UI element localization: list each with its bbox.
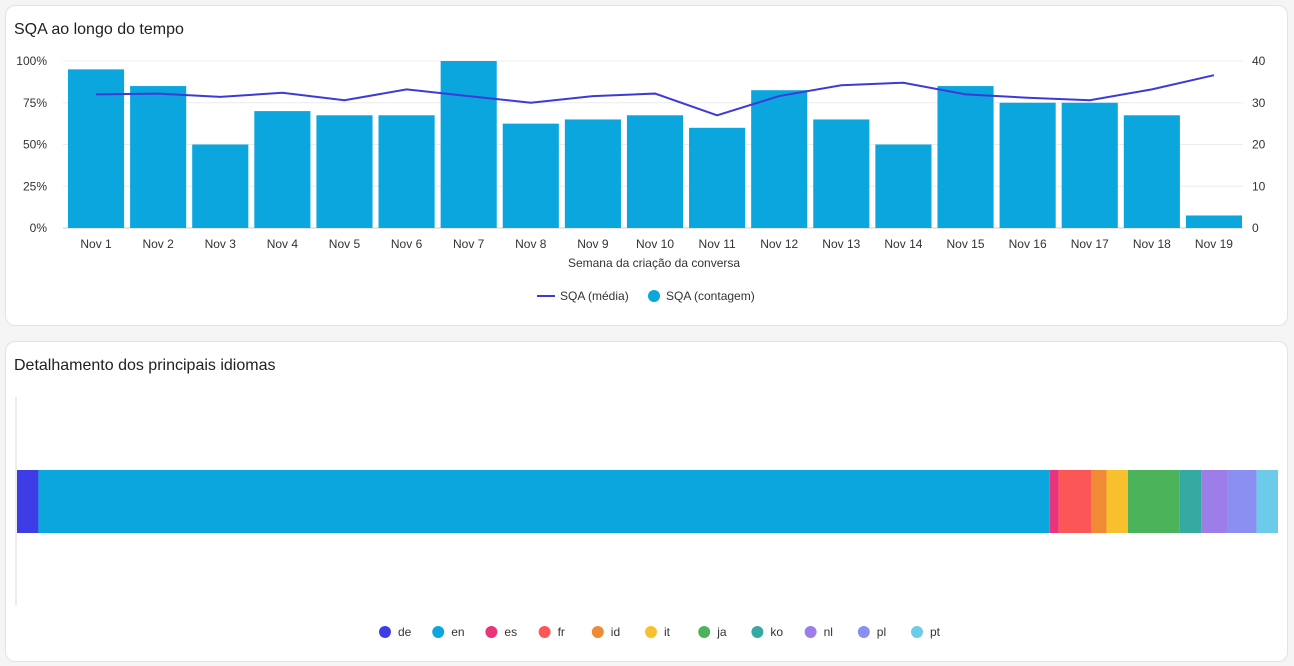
bar-nov-8[interactable] [502,123,559,228]
bar-nov-17[interactable] [1061,102,1118,228]
legend-dot-de [379,626,391,638]
legend-dot-nl [804,626,817,638]
top-languages-card: Detalhamento dos principais idiomas de en… [5,341,1288,662]
x-axis-tick-label: Nov 13 [822,237,860,251]
left-axis-tick-label: 0% [30,221,48,235]
right-axis-tick-label: 20 [1252,138,1266,152]
segment-ko[interactable] [1179,470,1202,533]
left-axis-tick-label: 25% [23,179,47,193]
bar-nov-1[interactable] [68,69,125,228]
left-axis-tick-label: 100% [16,54,47,68]
segment-id[interactable] [1091,470,1107,533]
x-axis-tick-label: Nov 4 [267,237,299,251]
x-axis-tick-label: Nov 8 [515,237,547,251]
x-axis-tick-label: Nov 2 [142,237,174,251]
bar-nov-4[interactable] [254,111,311,228]
x-axis-tick-label: Nov 6 [391,237,423,251]
segment-ja[interactable] [1127,470,1180,533]
bar-nov-13[interactable] [813,119,870,228]
bar-nov-12[interactable] [751,90,808,228]
bar-nov-7[interactable] [440,61,497,228]
segment-nl[interactable] [1201,470,1228,533]
legend-dot-en [432,626,445,638]
segment-en[interactable] [38,470,1050,533]
legend-dot-ja [698,626,711,638]
legend-label-pt: pt [930,625,941,639]
legend-label-es: es [504,625,517,639]
legend-label-ko: ko [770,625,783,639]
x-axis-tick-label: Nov 9 [577,237,609,251]
x-axis-tick-label: Nov 11 [699,237,736,251]
bar-nov-9[interactable] [564,119,621,228]
legend-dot-pl [857,626,870,638]
x-axis-tick-label: Nov 19 [1195,237,1233,251]
x-axis-tick-label: Nov 17 [1071,237,1109,251]
right-axis-tick-label: 30 [1252,96,1266,110]
bar-nov-6[interactable] [378,115,435,228]
x-axis-tick-label: Nov 10 [636,237,674,251]
segment-pt[interactable] [1256,470,1278,533]
legend-dot-id [591,626,604,638]
legend-dot-fr [538,626,551,638]
x-axis-tick-label: Nov 14 [884,237,922,251]
sqa-average-line[interactable] [96,74,1215,117]
right-axis-tick-label: 10 [1252,179,1266,193]
x-axis-tick-label: Nov 18 [1133,237,1171,251]
legend-label-it: it [664,625,671,639]
bar-nov-19[interactable] [1185,215,1242,228]
x-axis-tick-label: Nov 15 [947,237,985,251]
legend-dot-es [485,626,498,638]
legend-label-nl: nl [824,625,833,639]
top-languages-chart: de en es fr id it ja ko nl pl pt [15,397,1278,639]
legend-dot-ko [751,626,764,638]
legend-label-de: de [398,625,412,639]
left-axis-tick-label: 75% [23,96,47,110]
sqa-over-time-chart: 0% 25% 50% 75% 100% 0 10 20 30 40 Nov 1 Nov 2 Nov 3 N… [16,54,1266,303]
bar-nov-3[interactable] [192,144,249,229]
legend-label-id: id [611,625,620,639]
sqa-chart-title: SQA ao longo do tempo [14,21,184,38]
x-axis-title: Semana da criação da conversa [568,256,740,270]
segment-pl[interactable] [1227,470,1257,533]
bar-nov-11[interactable] [689,127,746,228]
segment-de[interactable] [17,470,39,533]
x-axis-tick-label: Nov 1 [80,237,112,251]
bar-nov-10[interactable] [626,115,684,228]
bar-nov-15[interactable] [937,86,994,228]
right-axis-tick-label: 40 [1252,54,1266,68]
x-axis-tick-label: Nov 16 [1009,237,1047,251]
legend-label-ja: ja [716,625,727,639]
right-axis-tick-label: 0 [1252,221,1259,235]
x-axis-tick-label: Nov 12 [760,237,798,251]
x-axis-tick-label: Nov 5 [329,237,361,251]
legend-dot-it [645,626,657,638]
bar-nov-14[interactable] [875,144,932,229]
bar-nov-5[interactable] [316,115,373,228]
bar-nov-16[interactable] [999,102,1056,228]
x-axis-tick-label: Nov 3 [205,237,237,251]
segment-it[interactable] [1106,470,1128,533]
x-axis-tick-label: Nov 7 [453,237,485,251]
left-axis-tick-label: 50% [23,138,47,152]
segment-fr[interactable] [1058,470,1092,533]
legend-label-count: SQA (contagem) [666,289,755,303]
segment-es[interactable] [1049,470,1059,533]
legend-dot-count [648,290,660,302]
legend-dot-pt [911,626,923,638]
legend-label-fr: fr [558,625,565,639]
languages-chart-title: Detalhamento dos principais idiomas [14,357,276,374]
sqa-over-time-card: SQA ao longo do tempo 0% 25% 50% 75% 100% 0 10… [5,5,1288,326]
legend-label-pl: pl [877,625,886,639]
bar-nov-18[interactable] [1123,115,1180,228]
bar-nov-2[interactable] [130,86,187,228]
legend-label-average: SQA (média) [560,289,629,303]
legend-label-en: en [451,625,464,639]
